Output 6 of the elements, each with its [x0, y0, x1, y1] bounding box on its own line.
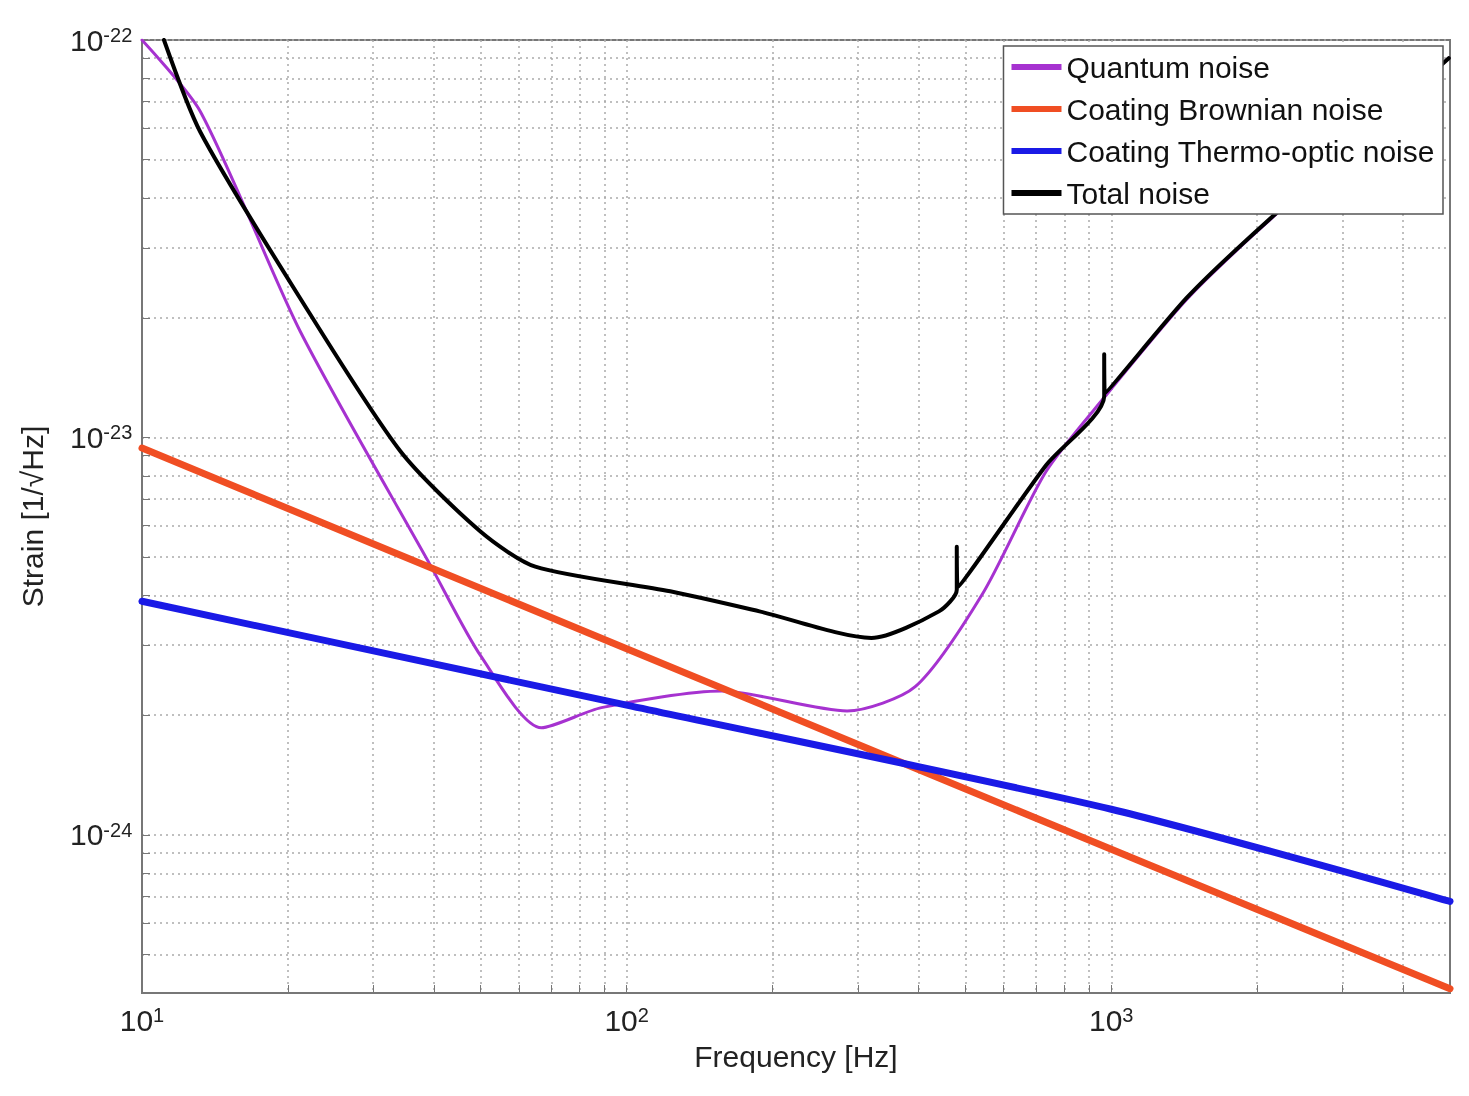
legend-label: Quantum noise	[1066, 50, 1270, 84]
legend-label: Coating Brownian noise	[1066, 92, 1384, 126]
legend-label: Coating Thermo-optic noise	[1066, 134, 1435, 168]
y-axis-title: Strain [1/√Hz]	[15, 425, 49, 608]
x-axis-title: Frequency [Hz]	[694, 1039, 898, 1073]
legend-label: Total noise	[1066, 176, 1210, 210]
